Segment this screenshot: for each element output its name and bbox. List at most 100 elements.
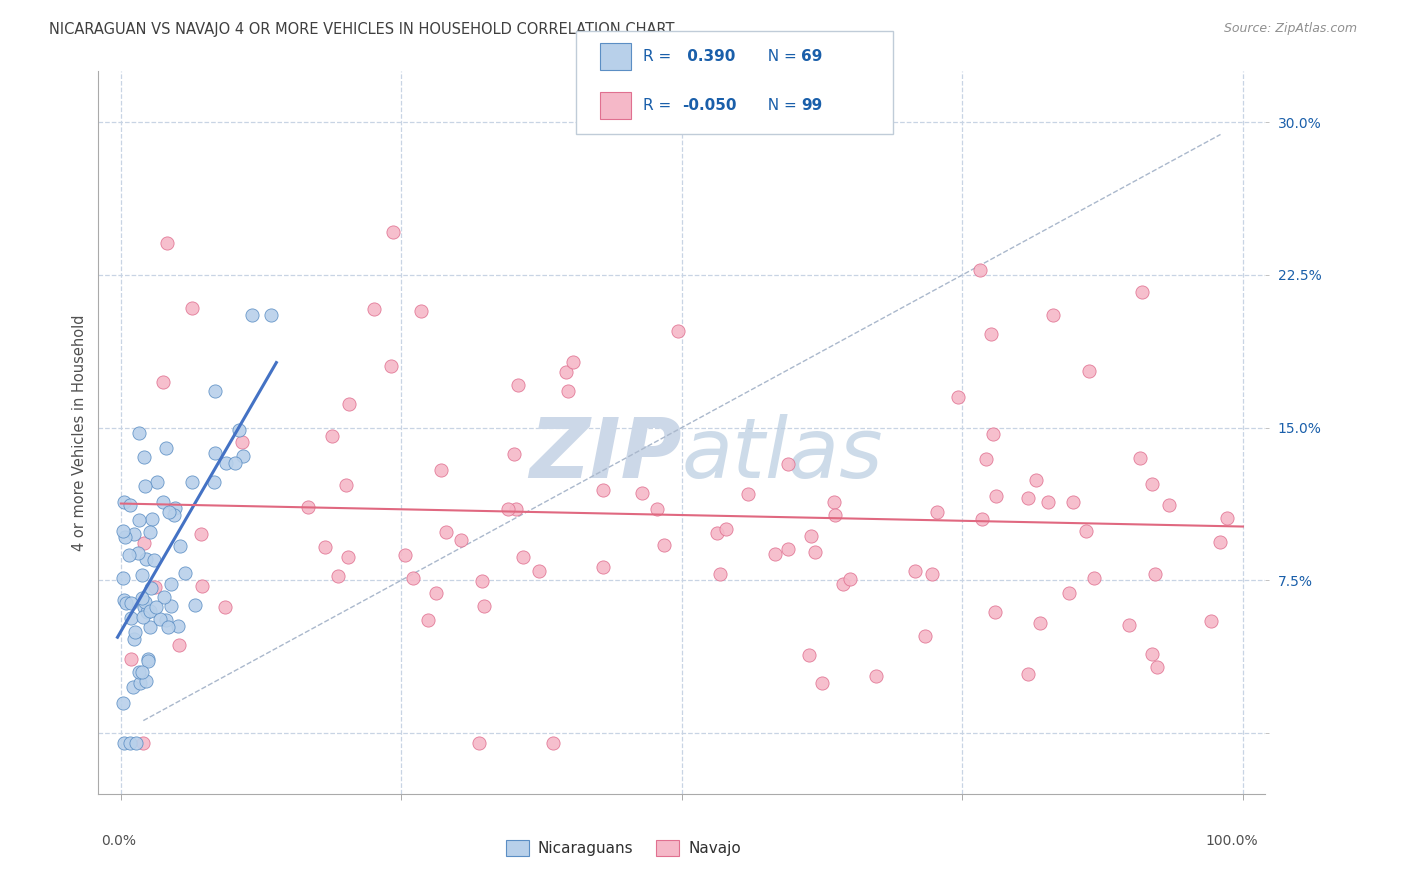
Point [980, 326, 1002, 341]
Point [839, 572, 862, 586]
Point [557, 384, 579, 398]
Point [776, 457, 799, 471]
Point [981, 427, 1004, 442]
Point [260, 308, 283, 322]
Text: 69: 69 [801, 49, 823, 63]
Point [925, 505, 948, 519]
Point [543, 736, 565, 750]
Point [471, 574, 494, 589]
Point [173, 566, 195, 580]
Point [321, 428, 343, 442]
Point [555, 365, 578, 379]
Point [409, 304, 432, 318]
Point [921, 567, 943, 582]
Point [124, 736, 146, 750]
Text: 0.0%: 0.0% [101, 834, 136, 848]
Point [1017, 666, 1039, 681]
Point [1208, 535, 1230, 549]
Point [139, 524, 162, 539]
Point [120, 736, 142, 750]
Point [645, 501, 668, 516]
Text: ZIP: ZIP [529, 414, 682, 495]
Point [231, 434, 253, 449]
Point [136, 652, 159, 666]
Point [297, 500, 319, 515]
Point [134, 479, 156, 493]
Point [1077, 364, 1099, 378]
Point [631, 485, 654, 500]
Text: Source: ZipAtlas.com: Source: ZipAtlas.com [1223, 22, 1357, 36]
Point [1038, 495, 1060, 509]
Point [778, 542, 800, 557]
Point [191, 579, 214, 593]
Point [118, 498, 141, 512]
Point [180, 301, 202, 315]
Point [202, 475, 225, 489]
Point [1130, 285, 1153, 299]
Point [163, 508, 186, 523]
Text: atlas: atlas [682, 414, 883, 495]
Point [1216, 511, 1239, 525]
Point [122, 681, 145, 695]
Point [128, 425, 150, 440]
Point [832, 577, 855, 591]
Point [1062, 495, 1084, 509]
Point [120, 652, 142, 666]
Point [112, 696, 135, 710]
Point [823, 494, 845, 508]
Point [506, 378, 529, 392]
Point [425, 586, 447, 600]
Point [984, 489, 1007, 503]
Point [135, 551, 157, 566]
Point [128, 513, 150, 527]
Point [141, 581, 163, 595]
Point [155, 613, 177, 627]
Point [1076, 524, 1098, 539]
Text: N =: N = [758, 98, 801, 112]
Point [969, 263, 991, 277]
Point [737, 487, 759, 501]
Point [204, 446, 226, 460]
Point [496, 501, 519, 516]
Point [335, 477, 357, 491]
Y-axis label: 4 or more Vehicles in Household: 4 or more Vehicles in Household [72, 314, 87, 551]
Point [380, 359, 402, 373]
Point [156, 620, 179, 634]
Point [128, 675, 150, 690]
Point [136, 605, 159, 619]
Point [165, 501, 187, 516]
Text: R =: R = [643, 98, 676, 112]
Point [709, 566, 731, 581]
Point [800, 529, 823, 543]
Point [190, 526, 212, 541]
Point [1025, 473, 1047, 487]
Point [112, 524, 135, 538]
Point [152, 375, 174, 389]
Point [115, 596, 138, 610]
Point [131, 567, 153, 582]
Point [803, 544, 825, 558]
Point [1057, 586, 1080, 600]
Point [974, 452, 997, 467]
Point [156, 235, 179, 250]
Point [527, 564, 550, 578]
Point [167, 638, 190, 652]
Point [124, 625, 146, 640]
Point [215, 456, 238, 470]
Point [450, 533, 472, 548]
Point [434, 525, 457, 540]
Point [1146, 659, 1168, 673]
Point [418, 613, 440, 627]
Point [714, 522, 737, 536]
Point [184, 598, 207, 612]
Point [143, 580, 166, 594]
Point [143, 553, 166, 567]
Point [467, 736, 489, 750]
Point [120, 611, 142, 625]
Text: NICARAGUAN VS NAVAJO 4 OR MORE VEHICLES IN HOUSEHOLD CORRELATION CHART: NICARAGUAN VS NAVAJO 4 OR MORE VEHICLES … [49, 22, 675, 37]
Point [118, 548, 141, 562]
Point [131, 610, 153, 624]
Point [122, 526, 145, 541]
Point [666, 324, 689, 338]
Point [132, 736, 155, 750]
